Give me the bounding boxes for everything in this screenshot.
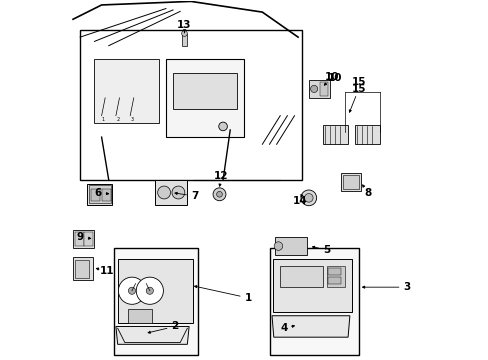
Bar <box>114 248 198 355</box>
Circle shape <box>274 242 282 250</box>
Bar <box>328 268 340 275</box>
Bar <box>102 189 110 202</box>
Bar <box>87 184 112 205</box>
Text: 2: 2 <box>116 117 119 122</box>
Text: 14: 14 <box>292 197 306 206</box>
Bar <box>340 173 360 191</box>
Bar <box>73 230 94 248</box>
Circle shape <box>218 122 227 131</box>
Bar <box>84 232 93 246</box>
Polygon shape <box>271 316 349 337</box>
Bar <box>173 73 237 109</box>
Bar <box>80 30 301 180</box>
Bar <box>354 125 380 144</box>
Circle shape <box>128 287 135 294</box>
Text: 8: 8 <box>364 188 370 198</box>
Text: 12: 12 <box>214 171 228 181</box>
Bar <box>73 257 93 280</box>
Text: 7: 7 <box>190 191 198 201</box>
Bar <box>118 258 192 323</box>
Circle shape <box>136 277 163 304</box>
Text: 1: 1 <box>244 293 251 303</box>
Bar <box>308 80 329 98</box>
Text: 3: 3 <box>130 117 133 122</box>
Circle shape <box>172 186 184 199</box>
Circle shape <box>304 194 312 202</box>
Bar <box>155 180 187 205</box>
Bar <box>323 125 347 144</box>
Bar <box>319 82 328 96</box>
Bar <box>91 189 100 202</box>
Text: 15: 15 <box>351 77 366 87</box>
Text: 13: 13 <box>177 19 191 30</box>
Circle shape <box>181 31 187 36</box>
Bar <box>269 248 358 355</box>
Bar <box>75 260 89 278</box>
Text: 4: 4 <box>280 323 287 333</box>
Circle shape <box>310 85 317 93</box>
Bar <box>89 185 110 203</box>
Circle shape <box>118 277 145 304</box>
Circle shape <box>300 190 316 206</box>
Text: 1: 1 <box>102 117 105 122</box>
Bar <box>280 266 323 287</box>
Circle shape <box>213 188 225 201</box>
Polygon shape <box>116 327 189 344</box>
Circle shape <box>157 186 170 199</box>
Text: 10: 10 <box>324 72 339 82</box>
Bar <box>165 59 244 137</box>
Bar <box>328 277 340 284</box>
Bar <box>272 258 351 312</box>
Text: 5: 5 <box>323 245 329 255</box>
Text: 11: 11 <box>100 266 114 276</box>
Bar <box>274 237 306 255</box>
Bar <box>342 175 358 189</box>
Text: 6: 6 <box>94 188 102 198</box>
Bar <box>182 33 186 46</box>
Text: 2: 2 <box>171 321 178 332</box>
Text: 3: 3 <box>403 282 410 292</box>
Bar <box>128 309 151 323</box>
Text: 9: 9 <box>77 232 83 242</box>
Text: 10: 10 <box>327 73 342 83</box>
Bar <box>94 59 159 123</box>
Circle shape <box>216 192 222 197</box>
Bar <box>75 232 83 246</box>
Circle shape <box>146 287 153 294</box>
Text: 15: 15 <box>351 84 366 94</box>
Bar <box>326 266 344 287</box>
